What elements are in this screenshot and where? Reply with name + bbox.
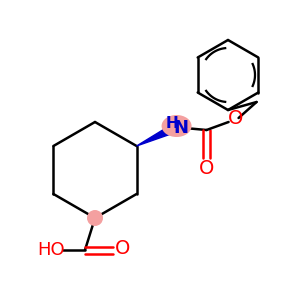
Ellipse shape xyxy=(87,210,103,226)
Polygon shape xyxy=(136,124,176,146)
Text: N: N xyxy=(173,119,188,137)
Text: O: O xyxy=(199,158,214,178)
Text: O: O xyxy=(115,239,131,259)
Ellipse shape xyxy=(162,115,192,137)
Text: H: H xyxy=(165,116,178,130)
Text: O: O xyxy=(228,110,243,128)
Text: HO: HO xyxy=(37,241,65,259)
